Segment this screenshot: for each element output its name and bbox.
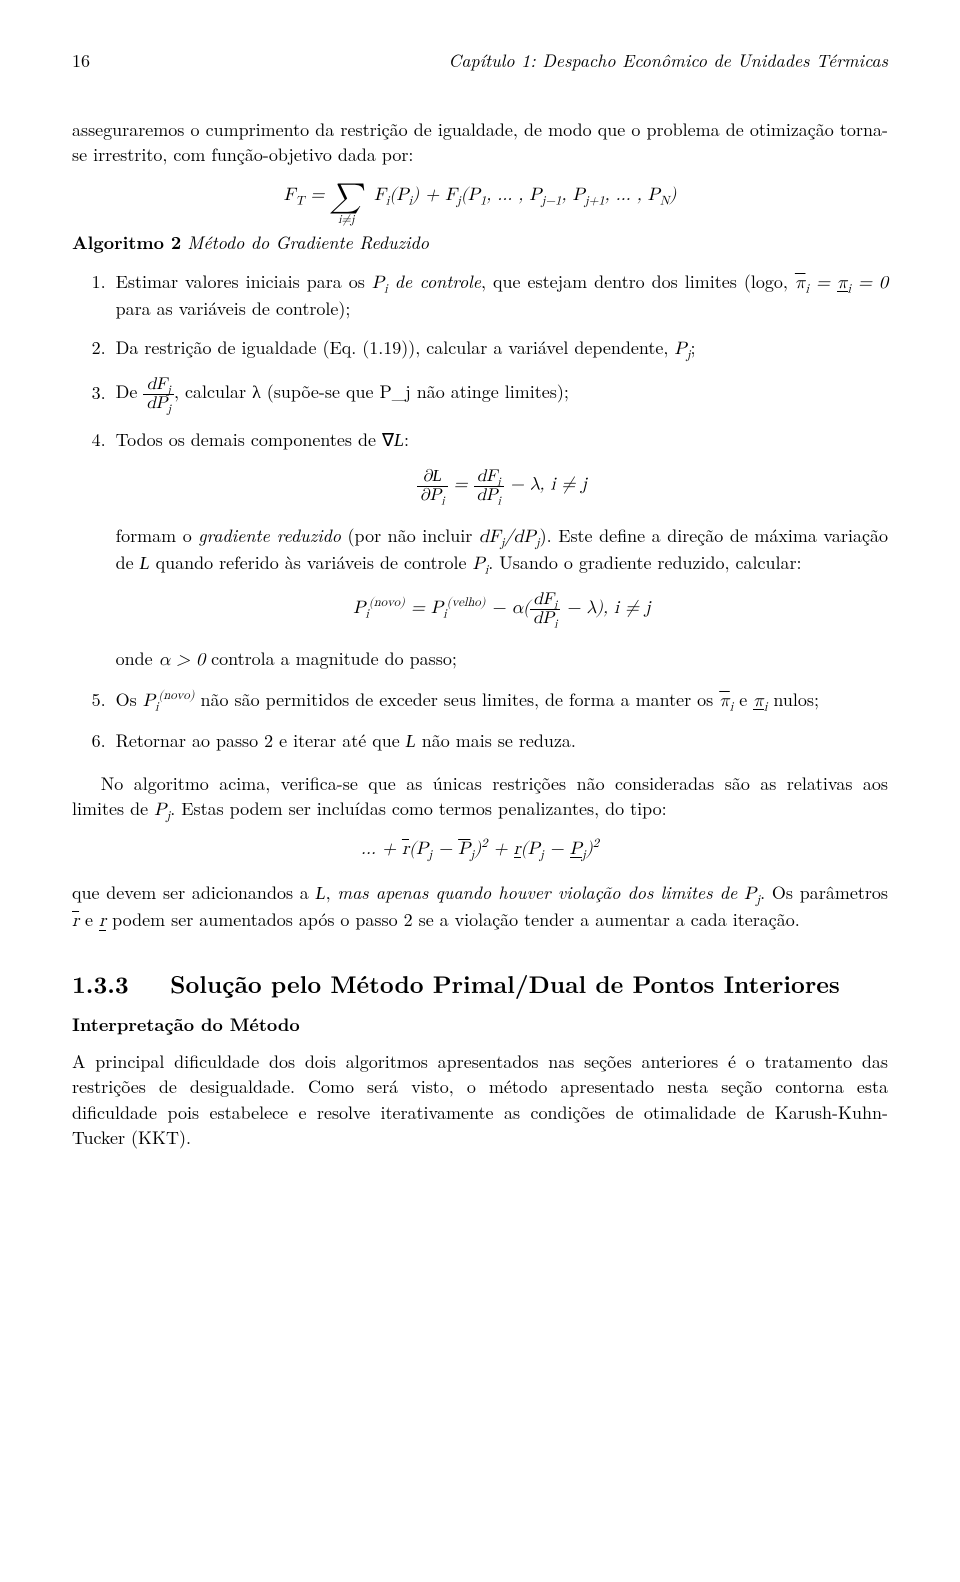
follow-paragraph-1: No algoritmo acima, verifica-se que as ú… <box>72 771 888 823</box>
step4-pre: Todos os demais componentes de ∇ <box>116 427 394 452</box>
eq-lhs-sym: F <box>284 186 296 204</box>
step-3: De dFj dPj , calcular λ (supõe-se que P_… <box>112 376 888 413</box>
step-4: Todos os demais componentes de ∇L: ∂L∂Pi… <box>112 427 888 673</box>
sum-limit: i≠j <box>338 214 354 226</box>
algorithm-label: Algoritmo 2 <box>72 230 181 255</box>
algorithm-name: Método do Gradiente Reduzido <box>187 230 429 255</box>
intro-paragraph: asseguraremos o cumprimento da restrição… <box>72 117 888 167</box>
running-header: 16 Capítulo 1: Despacho Econômico de Uni… <box>72 48 888 73</box>
step3-post: , calcular λ (supõe-se que P_j não ating… <box>174 380 569 405</box>
equation-penalty: … + r(Pj − Pj)2 + r(Pj − Pj)2 <box>72 837 888 862</box>
step-6: Retornar ao passo 2 e iterar até que L n… <box>112 728 888 754</box>
eq-mid: = <box>454 476 474 494</box>
equation-update: Pi(novo) = Pi(velho) − α(dFidPi − λ), i … <box>116 591 888 628</box>
chapter-title: Capítulo 1: Despacho Econômico de Unidad… <box>448 48 888 73</box>
equation-objective: FT = ∑i≠j Fi(Pi) + Fj(P1, … , Pj−1, Pj+1… <box>72 182 888 212</box>
section-heading: 1.3.3 Solução pelo Método Primal/Dual de… <box>72 968 888 1002</box>
section-title: Solução pelo Método Primal/Dual de Ponto… <box>170 967 840 1001</box>
section-number: 1.3.3 <box>72 967 129 1001</box>
step-2: Da restrição de igualdade (Eq. (1.19)), … <box>112 335 888 362</box>
step3-pre: De <box>116 380 144 405</box>
equation-gradient: ∂L∂Pi = dFidPi − λ, i ≠ j <box>116 467 888 505</box>
follow-paragraph-2: que devem ser adicionandos a L, mas apen… <box>72 880 888 934</box>
eq-tail: − λ, i ≠ j <box>510 476 587 494</box>
closing-paragraph: A principal dificuldade dos dois algorit… <box>72 1049 888 1150</box>
algorithm-steps: Estimar valores iniciais para os Pi de c… <box>72 269 888 755</box>
step4-alpha-note: onde α > 0 controla a magnitude do passo… <box>116 646 888 673</box>
step4-colon: : <box>404 427 409 452</box>
eq2-tail: − λ), i ≠ j <box>560 599 650 617</box>
step3-fraction: dFj dPj <box>143 376 174 413</box>
algorithm-heading: Algoritmo 2 Método do Gradiente Reduzido <box>72 230 888 255</box>
step-5: Os Pi(novo) não são permitidos de excede… <box>112 687 888 714</box>
lagrangian-symbol: L <box>394 430 404 450</box>
subheading: Interpretação do Método <box>72 1012 888 1037</box>
sum-symbol: ∑i≠j <box>330 182 362 212</box>
eq-eqsign: = <box>304 186 330 204</box>
page-number: 16 <box>72 48 90 73</box>
step4-paragraph: formam o gradiente reduzido (por não inc… <box>116 523 888 577</box>
step-1: Estimar valores iniciais para os Pi de c… <box>112 269 888 321</box>
